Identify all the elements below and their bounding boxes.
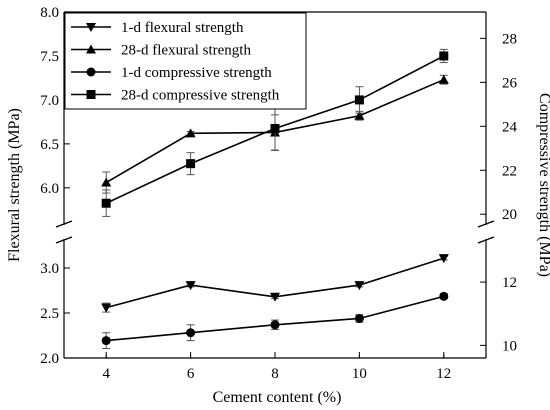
x-tick-label: 6 [187, 366, 195, 382]
y-left-tick-label: 2.0 [40, 351, 59, 367]
y-right-tick-label: 24 [502, 119, 518, 135]
axis-break-mark-left [55, 220, 73, 228]
data-point-series-2 [438, 74, 449, 84]
y-right-tick-label: 10 [502, 338, 517, 354]
x-axis-title: Cement content (%) [213, 389, 342, 406]
legend-marker [86, 67, 96, 77]
legend-label: 1-d compressive strength [121, 65, 272, 81]
axis-break-mark-right [477, 220, 495, 228]
data-point-series-3 [101, 336, 111, 346]
y-left-tick-label: 8.0 [40, 5, 59, 21]
y-right-tick-label: 26 [502, 75, 518, 91]
y-left-tick-label: 7.5 [40, 49, 59, 65]
legend-label: 28-d compressive strength [121, 88, 280, 104]
data-point-series-4 [270, 123, 280, 133]
y-left-tick-label: 6.5 [40, 137, 59, 153]
legend-box [64, 12, 307, 110]
data-point-series-4 [101, 198, 111, 208]
legend-label: 1-d flexural strength [121, 20, 244, 36]
data-point-series-2 [354, 110, 365, 120]
x-tick-label: 12 [436, 366, 451, 382]
axis-break-gap-right [480, 225, 492, 239]
data-point-series-4 [186, 159, 196, 169]
y-right-tick-label: 20 [502, 207, 517, 223]
data-point-series-1 [438, 254, 449, 264]
data-point-series-1 [270, 292, 280, 302]
axis-break-gap-left [58, 225, 70, 239]
legend-label: 28-d flexural strength [121, 43, 251, 59]
data-point-series-2 [101, 177, 112, 187]
y-right-tick-label: 28 [502, 31, 517, 47]
axis-break-mark-right [477, 236, 495, 244]
x-tick-label: 8 [271, 366, 279, 382]
legend-marker [86, 90, 96, 99]
y-right-tick-label: 22 [502, 163, 517, 179]
legend-marker [86, 44, 96, 54]
data-point-series-3 [439, 291, 449, 301]
y-left-tick-label: 3.0 [40, 261, 59, 277]
series-line-3 [106, 295, 445, 342]
legend-marker [86, 23, 96, 32]
y-left-tick-label: 2.5 [40, 306, 59, 322]
y-left-tick-label: 6.0 [40, 181, 59, 197]
y-axis-right-title: Compressive strength (MPa) [536, 93, 550, 277]
data-point-series-3 [270, 320, 280, 330]
data-point-series-1 [354, 281, 365, 291]
data-point-series-3 [354, 313, 364, 323]
y-axis-left-title: Flexural strength (MPa) [6, 108, 23, 262]
x-tick-label: 4 [102, 366, 110, 382]
data-point-series-1 [185, 281, 196, 291]
data-point-series-2 [185, 128, 196, 138]
data-point-series-4 [354, 95, 364, 105]
y-left-tick-label: 7.0 [40, 93, 59, 109]
x-tick-label: 10 [352, 366, 367, 382]
data-point-series-1 [101, 303, 112, 313]
y-right-tick-label: 12 [502, 275, 517, 291]
data-point-series-4 [439, 51, 449, 61]
data-point-series-3 [186, 328, 196, 338]
axis-break-mark-left [55, 236, 73, 244]
